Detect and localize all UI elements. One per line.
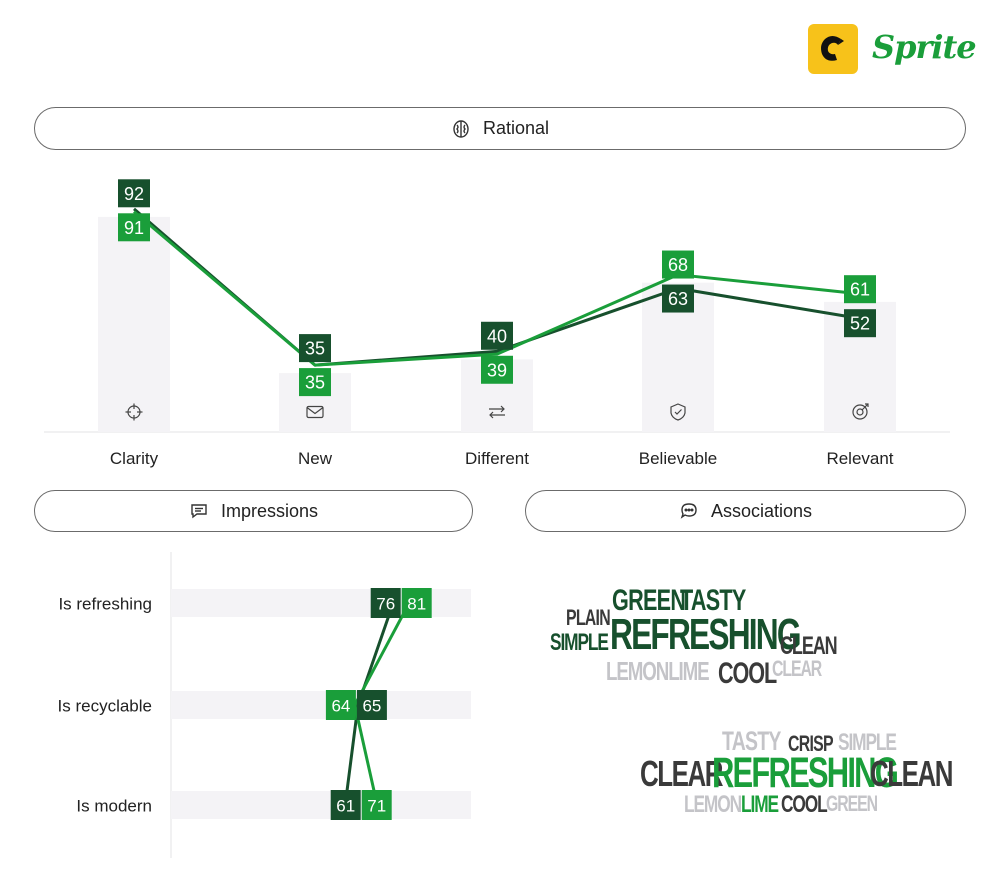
impressions-value-label: 64	[325, 690, 356, 720]
impressions-value-label: 76	[370, 588, 401, 618]
svg-text:65: 65	[362, 697, 381, 716]
category-label-different: Different	[465, 449, 529, 468]
brain-icon	[453, 119, 469, 138]
brand-logo: Sprite	[872, 28, 977, 66]
svg-text:92: 92	[124, 184, 144, 204]
svg-text:63: 63	[668, 289, 688, 309]
impressions-value-label: 71	[361, 790, 392, 820]
shield-check-icon	[670, 403, 686, 421]
associations-section-header[interactable]: Associations	[525, 490, 966, 532]
svg-text:76: 76	[376, 595, 395, 614]
rational-value-label: 63	[662, 284, 694, 313]
rational-value-label: 39	[481, 355, 513, 384]
cloud1-word-refreshing: REFRESHING	[610, 610, 802, 659]
svg-text:71: 71	[367, 797, 386, 816]
envelope-icon	[306, 405, 324, 419]
cloud2-word-clear: CLEAR	[640, 753, 724, 794]
cloud2-word-lemon: LEMON	[684, 791, 742, 818]
impressions-section-header[interactable]: Impressions	[34, 490, 473, 532]
category-label-believable: Believable	[639, 449, 717, 468]
chat-bubble-icon	[191, 504, 207, 519]
associations-title: Associations	[710, 500, 813, 521]
rational-value-label: 68	[662, 250, 694, 279]
rational-value-label: 35	[299, 334, 331, 363]
svg-text:61: 61	[336, 797, 355, 816]
impressions-title: Impressions	[220, 500, 319, 521]
impressions-bar-bg	[171, 691, 471, 719]
cloud2-word-lime: LIME	[741, 791, 779, 818]
cloud1-word-cool: COOL	[718, 657, 777, 690]
cloud2-word-simple: SIMPLE	[838, 729, 897, 756]
svg-text:81: 81	[407, 595, 426, 614]
cloud1-word-simple: SIMPLE	[550, 629, 609, 656]
svg-text:40: 40	[487, 326, 507, 346]
cloud1-word-green: GREEN	[612, 584, 686, 617]
category-label-clarity: Clarity	[110, 449, 159, 468]
svg-text:61: 61	[850, 280, 870, 300]
impression-label: Is recyclable	[58, 697, 152, 716]
chat-dots-icon	[680, 503, 697, 519]
rational-title: Rational	[482, 118, 550, 138]
cloud1-word-clear: CLEAR	[772, 656, 822, 681]
cloud2-word-cool: COOL	[781, 791, 828, 818]
rational-value-label: 91	[118, 213, 150, 242]
impressions-value-label: 61	[330, 790, 361, 820]
rational-value-label: 61	[844, 275, 876, 304]
crosshair-icon	[125, 403, 143, 421]
rational-value-label: 35	[299, 368, 331, 397]
svg-text:64: 64	[331, 697, 350, 716]
rational-value-label: 52	[844, 309, 876, 338]
cloud2-word-crisp: CRISP	[788, 731, 834, 756]
rational-bar-bg-clarity	[98, 216, 170, 432]
category-label-relevant: Relevant	[826, 449, 893, 468]
category-label-new: New	[298, 449, 333, 468]
cloud1-word-plain: PLAIN	[566, 605, 611, 630]
cloud1-word-tasty: TASTY	[680, 584, 746, 617]
impression-label: Is modern	[76, 797, 152, 816]
cloud2-word-green: GREEN	[826, 791, 878, 816]
svg-text:52: 52	[850, 314, 870, 334]
cloud1-word-lemonlime: LEMONLIME	[606, 656, 710, 686]
impressions-value-label: 81	[401, 588, 432, 618]
impressions-value-label: 65	[356, 690, 387, 720]
svg-text:91: 91	[124, 218, 144, 238]
rational-value-label: 92	[118, 179, 150, 208]
svg-text:68: 68	[668, 255, 688, 275]
c-logo-icon	[808, 24, 858, 74]
arrows-exchange-icon	[489, 405, 505, 419]
rational-chart: 92 91 35 35 40 39 68 63 61 52 Clarity New Different…	[44, 179, 950, 468]
cloud1-word-clean: CLEAN	[780, 632, 838, 660]
svg-text:39: 39	[487, 360, 507, 380]
cloud2-word-refreshing: REFRESHING	[712, 749, 899, 797]
svg-text:35: 35	[305, 373, 325, 393]
rational-value-label: 40	[481, 321, 513, 350]
svg-text:35: 35	[305, 339, 325, 359]
rational-section-header[interactable]: Rational	[34, 107, 966, 150]
rational-series-line-2	[133, 210, 861, 367]
impression-label: Is refreshing	[58, 595, 152, 614]
impressions-bar-bg	[171, 791, 471, 819]
target-icon	[852, 403, 869, 420]
cloud2-word-tasty: TASTY	[722, 726, 781, 756]
cloud2-word-clean: CLEAN	[870, 753, 954, 794]
